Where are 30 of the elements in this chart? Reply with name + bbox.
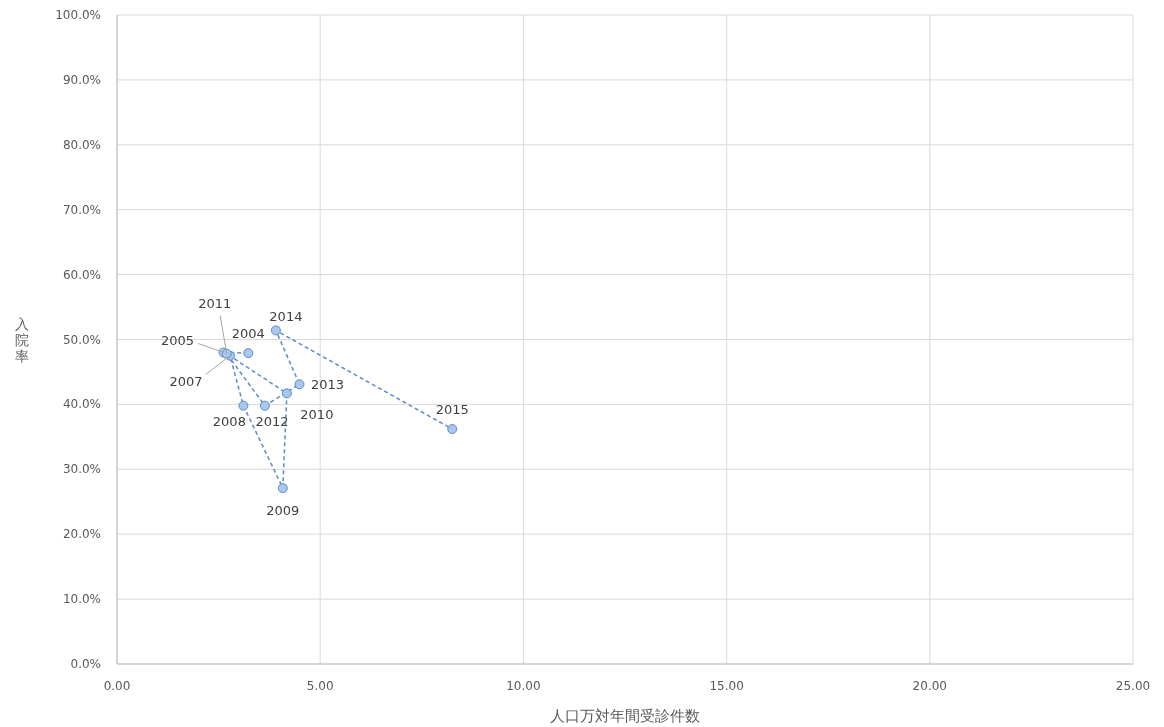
x-tick-label: 20.00	[912, 679, 947, 693]
annotation: 2013	[310, 377, 345, 393]
annotation: 2005	[160, 333, 195, 349]
y-tick-label: 60.0%	[62, 267, 101, 282]
annotation: 2014	[269, 309, 303, 325]
y-tick-label: 80.0%	[62, 137, 101, 152]
x-tick-label: 25.00	[1115, 679, 1151, 693]
annotation: 2004	[231, 326, 265, 342]
y-tick-label: 70.0%	[62, 202, 101, 217]
annotation: 2012	[255, 413, 289, 429]
y-axis-title: 入院率	[15, 315, 29, 364]
annotation: 2007	[169, 373, 203, 389]
y-tick-label: 40.0%	[62, 397, 101, 412]
x-tick-label: 10.00	[506, 679, 541, 693]
x-tick-label: 5.00	[306, 679, 334, 693]
y-tick-label: 50.0%	[62, 332, 101, 347]
y-tick-label: 90.0%	[62, 72, 101, 87]
y-tick-label: 0.0%	[70, 657, 101, 671]
y-tick-label: 30.0%	[62, 462, 101, 477]
x-tick-label: 15.00	[709, 679, 744, 693]
y-tick-label: 10.0%	[62, 592, 101, 607]
x-axis-title: 人口万対年間受診件数	[550, 707, 700, 725]
annotation: 2011	[198, 295, 232, 311]
y-tick-label: 20.0%	[62, 527, 101, 542]
annotation: 2008	[212, 413, 246, 429]
y-tick-label: 100.0%	[55, 8, 101, 22]
x-tick-label: 0.00	[103, 679, 131, 693]
annotation: 2015	[435, 402, 469, 418]
annotation: 2009	[266, 503, 300, 519]
annotation: 2010	[300, 407, 334, 423]
